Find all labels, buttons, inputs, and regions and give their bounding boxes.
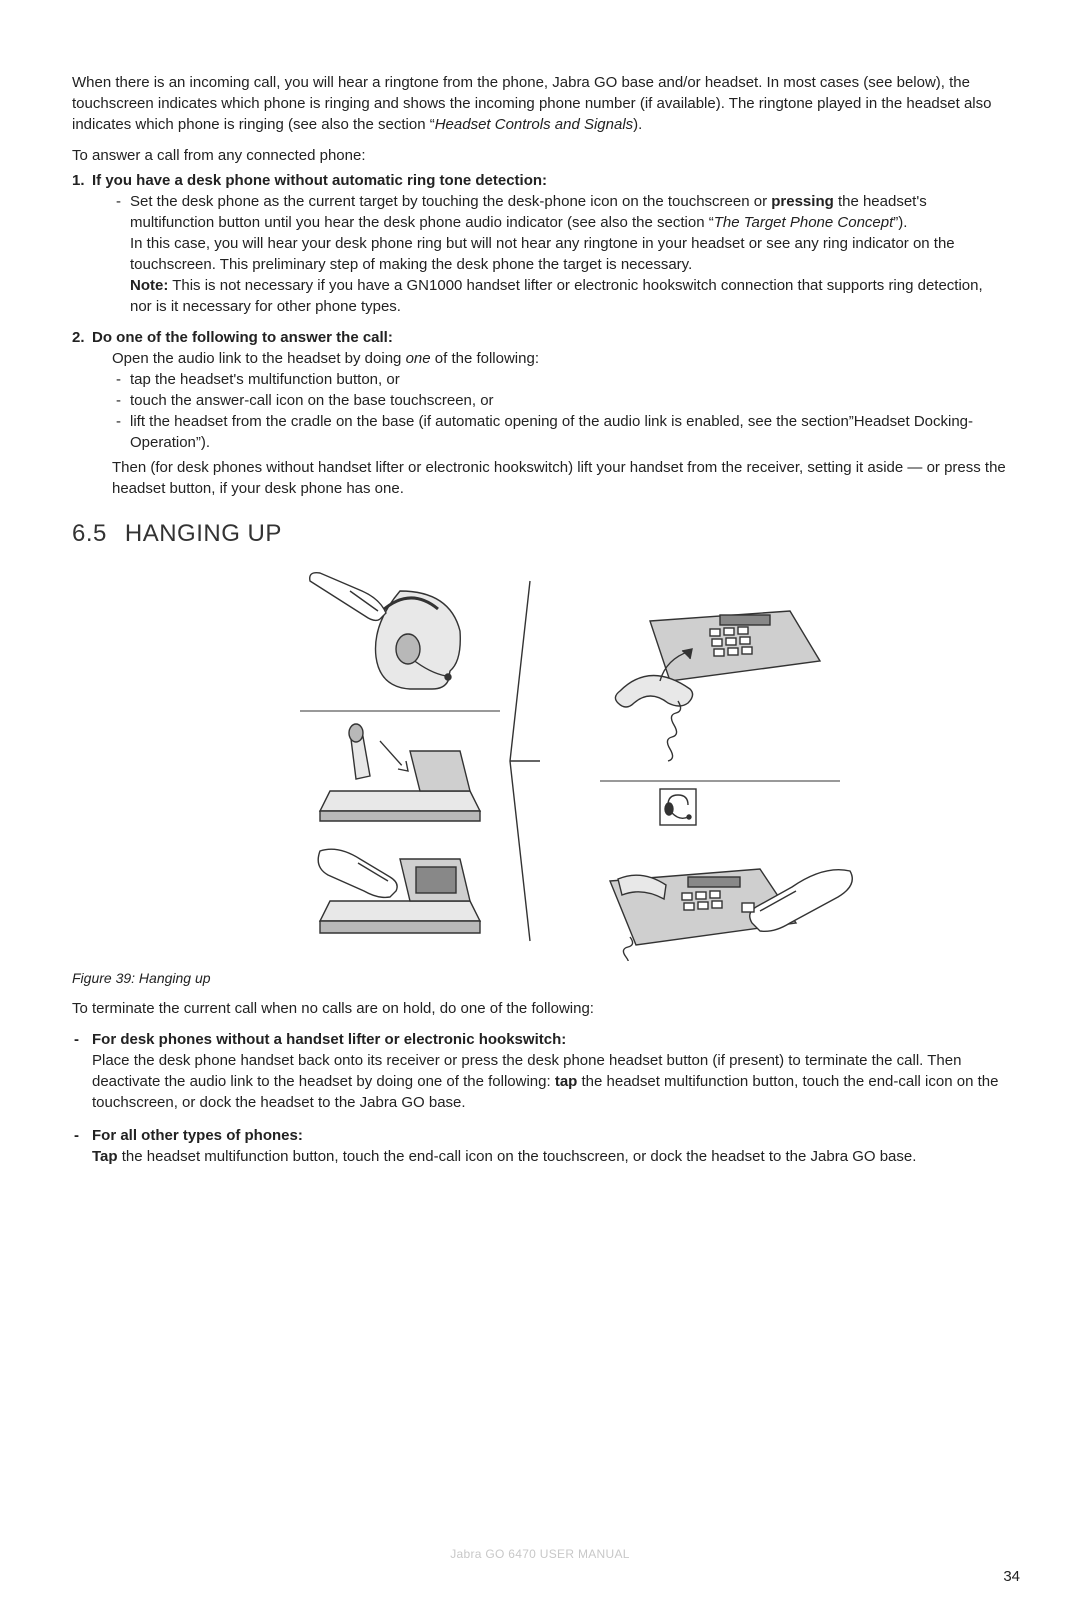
step-2-then: Then (for desk phones without handset li… [112, 457, 1008, 499]
step-2-intro: Open the audio link to the headset by do… [112, 348, 1008, 369]
bullet-head: For all other types of phones: [92, 1125, 1008, 1146]
step-2-head: Do one of the following to answer the ca… [92, 329, 393, 346]
s1-dash-ref: The Target Phone Concept [714, 214, 894, 231]
step-2-options: tap the headset's multifunction button, … [112, 369, 1008, 453]
step-1-dash-item: Set the desk phone as the current target… [112, 191, 1008, 317]
list-item: tap the headset's multifunction button, … [112, 369, 1008, 390]
footer-manual: Jabra GO 6470 USER MANUAL [0, 1546, 1080, 1563]
s1-dash-pre: Set the desk phone as the current target… [130, 193, 771, 210]
page-number: 34 [1003, 1566, 1020, 1587]
section-title: HANGING UP [125, 520, 282, 547]
figure-39 [200, 561, 880, 961]
step-1-num: 1. [72, 170, 85, 191]
s2-intro-it: one [406, 350, 431, 367]
b0-bold: tap [555, 1073, 578, 1090]
list-item: lift the headset from the cradle on the … [112, 411, 1008, 453]
figure-caption: Figure 39: Hanging up [72, 969, 1008, 989]
step-1-body: Set the desk phone as the current target… [92, 191, 1008, 317]
s2-intro-post: of the following: [431, 350, 539, 367]
bullet-head: For desk phones without a handset lifter… [92, 1029, 1008, 1050]
s1-para2: In this case, you will hear your desk ph… [130, 233, 1008, 275]
step-1: 1. If you have a desk phone without auto… [72, 170, 1008, 317]
lead-in: To answer a call from any connected phon… [72, 145, 1008, 166]
intro-ref: Headset Controls and Signals [435, 116, 633, 133]
step-2-num: 2. [72, 327, 85, 348]
bullet-other-phones: For all other types of phones: Tap the h… [72, 1125, 1008, 1167]
note-text: This is not necessary if you have a GN10… [130, 277, 983, 315]
section-number: 6.5 [72, 520, 107, 547]
terminate-bullets: For desk phones without a handset lifter… [72, 1029, 1008, 1167]
b1-post: the headset multifunction button, touch … [118, 1148, 917, 1165]
step-2: 2. Do one of the following to answer the… [72, 327, 1008, 499]
list-item: touch the answer-call icon on the base t… [112, 390, 1008, 411]
bullet-body: Place the desk phone handset back onto i… [92, 1050, 1008, 1113]
terminate-intro: To terminate the current call when no ca… [72, 998, 1008, 1019]
s1-dash-close: ”). [893, 214, 907, 231]
s2-intro-pre: Open the audio link to the headset by do… [112, 350, 406, 367]
step-1-head: If you have a desk phone without automat… [92, 172, 547, 189]
step-1-dash: Set the desk phone as the current target… [112, 191, 1008, 317]
step-2-body: Open the audio link to the headset by do… [92, 348, 1008, 499]
b1-bold: Tap [92, 1148, 118, 1165]
bullet-body: Tap the headset multifunction button, to… [92, 1146, 1008, 1167]
hanging-up-illustration [200, 561, 880, 961]
bullet-desk-phone: For desk phones without a handset lifter… [72, 1029, 1008, 1113]
answer-steps-list: 1. If you have a desk phone without auto… [72, 170, 1008, 499]
s1-dash-bold: pressing [771, 193, 834, 210]
intro-paragraph: When there is an incoming call, you will… [72, 72, 1008, 135]
note-label: Note: [130, 277, 168, 294]
section-heading: 6.5 HANGING UP [72, 517, 1008, 551]
intro-text-2: ). [633, 116, 642, 133]
s1-note: Note: This is not necessary if you have … [130, 275, 1008, 317]
